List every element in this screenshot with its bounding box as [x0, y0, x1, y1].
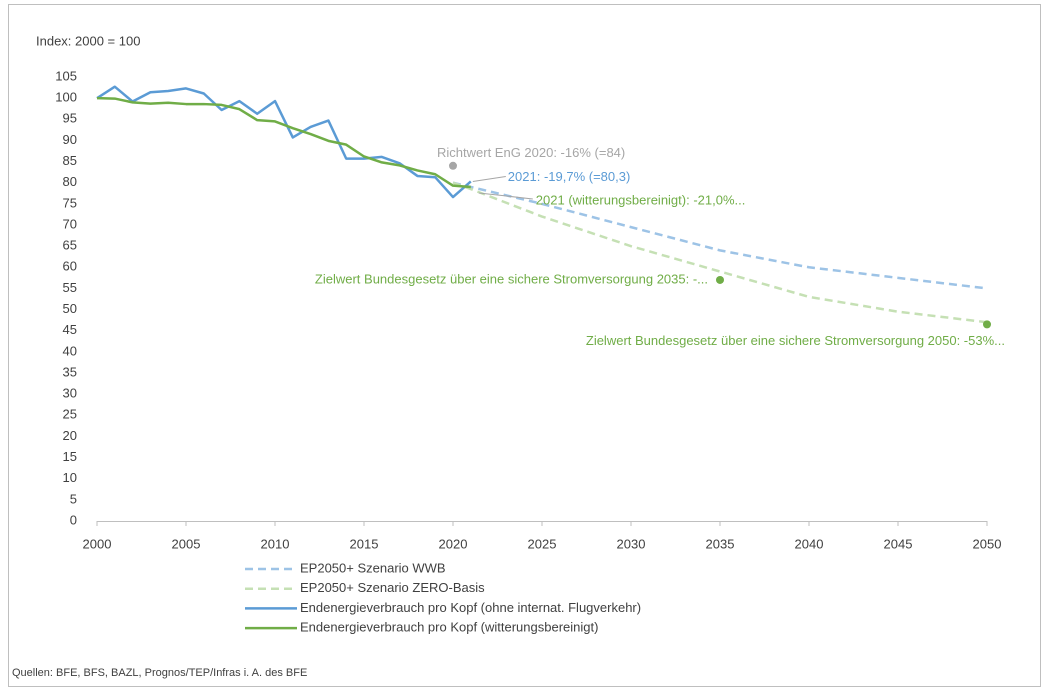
annotation-text: 2021 (witterungsbereinigt): -21,0%... [536, 192, 746, 207]
legend-label: Endenergieverbrauch pro Kopf (witterungs… [300, 620, 598, 635]
y-tick-label: 30 [63, 386, 77, 401]
legend-label: EP2050+ Szenario ZERO-Basis [300, 580, 485, 595]
legend-label: EP2050+ Szenario WWB [300, 560, 446, 575]
y-tick-label: 50 [63, 301, 77, 316]
y-tick-label: 75 [63, 195, 77, 210]
y-tick-label: 105 [55, 68, 77, 83]
y-tick-label: 90 [63, 132, 77, 147]
annotation-marker [716, 275, 724, 284]
y-tick-label: 5 [70, 491, 77, 506]
y-tick-label: 95 [63, 111, 77, 126]
annotation-text: 2021: -19,7% (=80,3) [508, 169, 631, 184]
annotation-marker [449, 161, 457, 170]
annotation-text: Zielwert Bundesgesetz über eine sichere … [315, 271, 708, 286]
y-tick-label: 65 [63, 238, 77, 253]
x-tick-label: 2035 [706, 536, 735, 551]
series-line [96, 85, 472, 199]
source: Quellen: BFE, BFS, BAZL, Prognos/TEP/Inf… [12, 667, 307, 679]
y-tick-label: 35 [63, 364, 77, 379]
series-line [96, 96, 471, 189]
x-tick-label: 2010 [261, 536, 290, 551]
y-axis-label: Index: 2000 = 100 [36, 33, 140, 48]
y-tick-label: 15 [63, 449, 77, 464]
y-tick-label: 0 [70, 512, 77, 527]
annotation-leader [472, 175, 506, 182]
y-tick-label: 20 [63, 428, 77, 443]
annotation-marker [983, 320, 991, 329]
series-line [452, 181, 988, 290]
y-tick-label: 55 [63, 280, 77, 295]
x-tick-label: 2025 [528, 536, 557, 551]
x-tick-label: 2005 [172, 536, 201, 551]
y-tick-label: 40 [63, 343, 77, 358]
y-tick-label: 70 [63, 216, 77, 231]
x-tick-label: 2040 [795, 536, 824, 551]
y-tick-label: 100 [55, 90, 77, 105]
y-tick-label: 80 [63, 174, 77, 189]
y-tick-label: 25 [63, 407, 77, 422]
x-tick-label: 2015 [350, 536, 379, 551]
y-tick-label: 10 [63, 470, 77, 485]
chart-frame [8, 4, 1041, 687]
x-tick-label: 2030 [617, 536, 646, 551]
y-tick-label: 45 [63, 322, 77, 337]
x-tick-label: 2000 [83, 536, 112, 551]
y-tick-label: 85 [63, 153, 77, 168]
annotation-text: Zielwert Bundesgesetz über eine sichere … [586, 333, 1005, 348]
annotation-text: Richtwert EnG 2020: -16% (=84) [437, 145, 625, 160]
x-tick-label: 2020 [439, 536, 468, 551]
legend-label: Endenergieverbrauch pro Kopf (ohne inter… [300, 600, 641, 615]
annotation-leader [478, 192, 533, 200]
x-tick-label: 2050 [973, 536, 1002, 551]
x-tick-label: 2045 [884, 536, 913, 551]
y-tick-label: 60 [63, 259, 77, 274]
